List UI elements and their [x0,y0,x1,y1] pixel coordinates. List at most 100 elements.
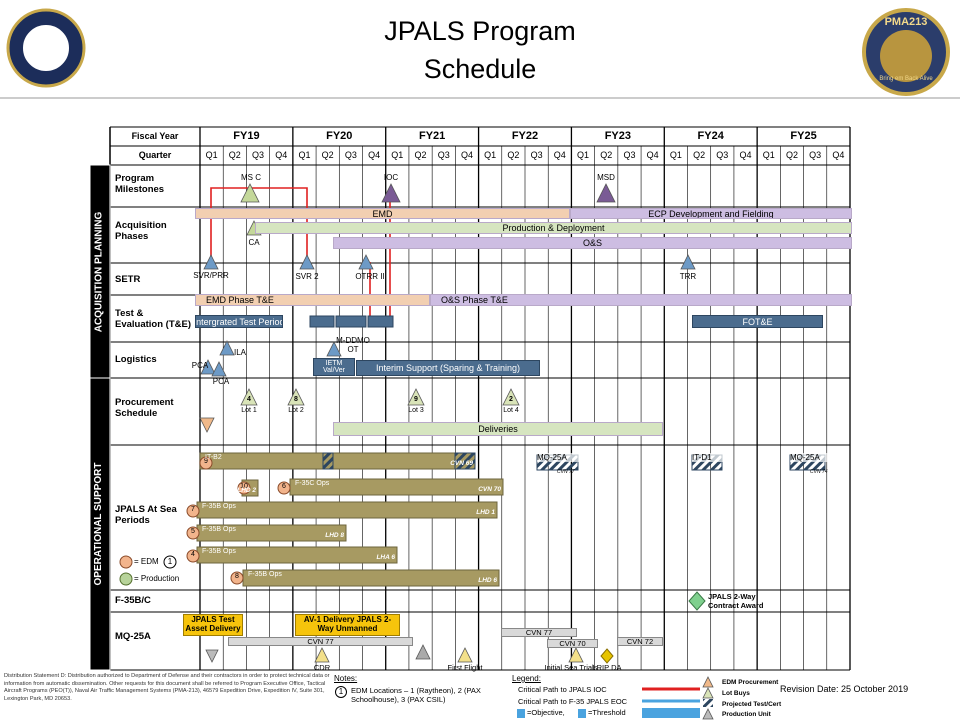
test-label: IT-D1 [692,453,732,463]
quarter: Q4 [832,150,845,160]
subtitle: Schedule [423,54,537,84]
edm-number: 1 [167,557,173,566]
quarter: Q3 [623,150,636,160]
ship-end: CVN 69 [450,460,473,467]
note-number: 1 [338,687,344,696]
lot-count: 2 [509,396,513,403]
fiscal-year: FY21 [418,130,446,142]
ship-number-circle [199,456,213,470]
milestone-label: CA [248,238,260,247]
mq25-bar: CVN 70 [547,639,598,648]
key-lot [702,687,714,699]
ship-number-circle [277,481,291,495]
revision: Revision Date: 25 October 2019 [780,684,909,694]
quarter: Q3 [252,150,265,160]
quarter: Q4 [368,150,381,160]
ship-start: F-35B Ops [248,571,282,578]
milestone-label: MSD [597,173,615,182]
distribution: Distribution Statement D: Distribution a… [4,673,330,702]
lot-label: Lot 2 [288,407,304,414]
phase-bar: O&S [333,237,852,249]
quarter: Q2 [507,150,520,160]
row-label: Test & Evaluation (T&E) [115,308,192,330]
phase-bar: IETM Val/Ver [313,358,355,376]
ship-number-circle [186,549,200,563]
quarter: Q3 [530,150,543,160]
quarter: Q4 [275,150,288,160]
marker [205,649,219,663]
row-label: MQ-25A [115,631,151,642]
notes-title: Notes: [334,674,358,683]
legend-item: =Objective, [527,708,565,717]
quarter: Q3 [809,150,822,160]
fiscal-year-label: Fiscal Year [131,131,179,141]
key-item: EDM Procurement [722,679,779,686]
fiscal-year: FY23 [604,130,631,142]
mq25-event: Initial Sea Trials [544,663,598,672]
phase-bar: O&S Phase T&E [430,294,852,306]
milestone [680,254,696,270]
quarter: Q2 [321,150,334,160]
quarter: Q1 [484,150,497,160]
quarter-label: Quarter [138,150,172,160]
event [457,647,473,663]
milestone [219,340,235,356]
quarter: Q2 [785,150,798,160]
lot-count: 9 [414,396,418,403]
mq25-bar: CVN 77 [501,628,577,637]
mq25-box: AV-1 Delivery JPALS 2-Way Unmanned [295,614,400,636]
event [568,647,584,663]
mq25-box: JPALS Test Asset Delivery [183,614,243,636]
lot-buy [240,388,258,406]
quarter: Q3 [716,150,729,160]
ship-number: 10 [240,483,248,490]
lot-buy [502,388,520,406]
quarter: Q1 [391,150,404,160]
quarter: Q1 [669,150,682,160]
phase-bar: Intergrated Test Period [195,315,283,328]
contract-award [688,591,706,611]
test-label: MQ-25A [537,453,588,463]
edm-key-label: = EDM [134,557,159,566]
quarter: Q2 [228,150,241,160]
legend-item: =Threshold [588,708,626,717]
fiscal-year: FY22 [511,130,539,142]
ship-number: 7 [191,506,195,513]
test-sub: CVN 77 [557,469,575,475]
test-sub: CVN 74 [810,469,828,475]
lot-label: Lot 4 [503,407,519,414]
mq25-bar: CVN 72 [617,637,663,646]
lot-label: Lot 1 [241,407,257,414]
phase-bar: FOT&E [692,315,823,328]
mq25-bar: CVN 77 [228,637,413,646]
note-number-circle [335,686,347,698]
milestone-label: MS C [241,173,261,182]
right-logo-bottom: Bring em Back Alive [879,76,933,82]
ship-number: 8 [235,573,239,580]
milestone [358,254,374,270]
ship-number: 9 [204,458,208,465]
section-band [89,377,111,671]
production-key [119,572,133,586]
fiscal-year: FY25 [790,130,817,142]
quarter: Q2 [693,150,706,160]
milestone [203,254,219,270]
quarter: Q3 [344,150,357,160]
milestone-label: TRR [679,272,697,281]
phase-bar: EMD Phase T&E [195,294,430,306]
ship-number-circle [237,481,251,495]
key-edm [702,676,714,688]
quarter: Q2 [414,150,427,160]
test-bar [309,315,335,328]
quarter: Q4 [646,150,659,160]
phase-bar: Deliveries [333,422,663,436]
mq25-event: CDR [313,663,331,672]
key-unit [702,708,714,720]
milestone [211,361,227,377]
fiscal-year: FY24 [697,130,724,142]
test-bar [335,315,367,328]
phase-bar: Interim Support (Sparing & Training) [356,360,540,376]
milestone [240,183,260,203]
quarter: Q1 [762,150,775,160]
ship-end: LHD 6 [478,577,497,584]
